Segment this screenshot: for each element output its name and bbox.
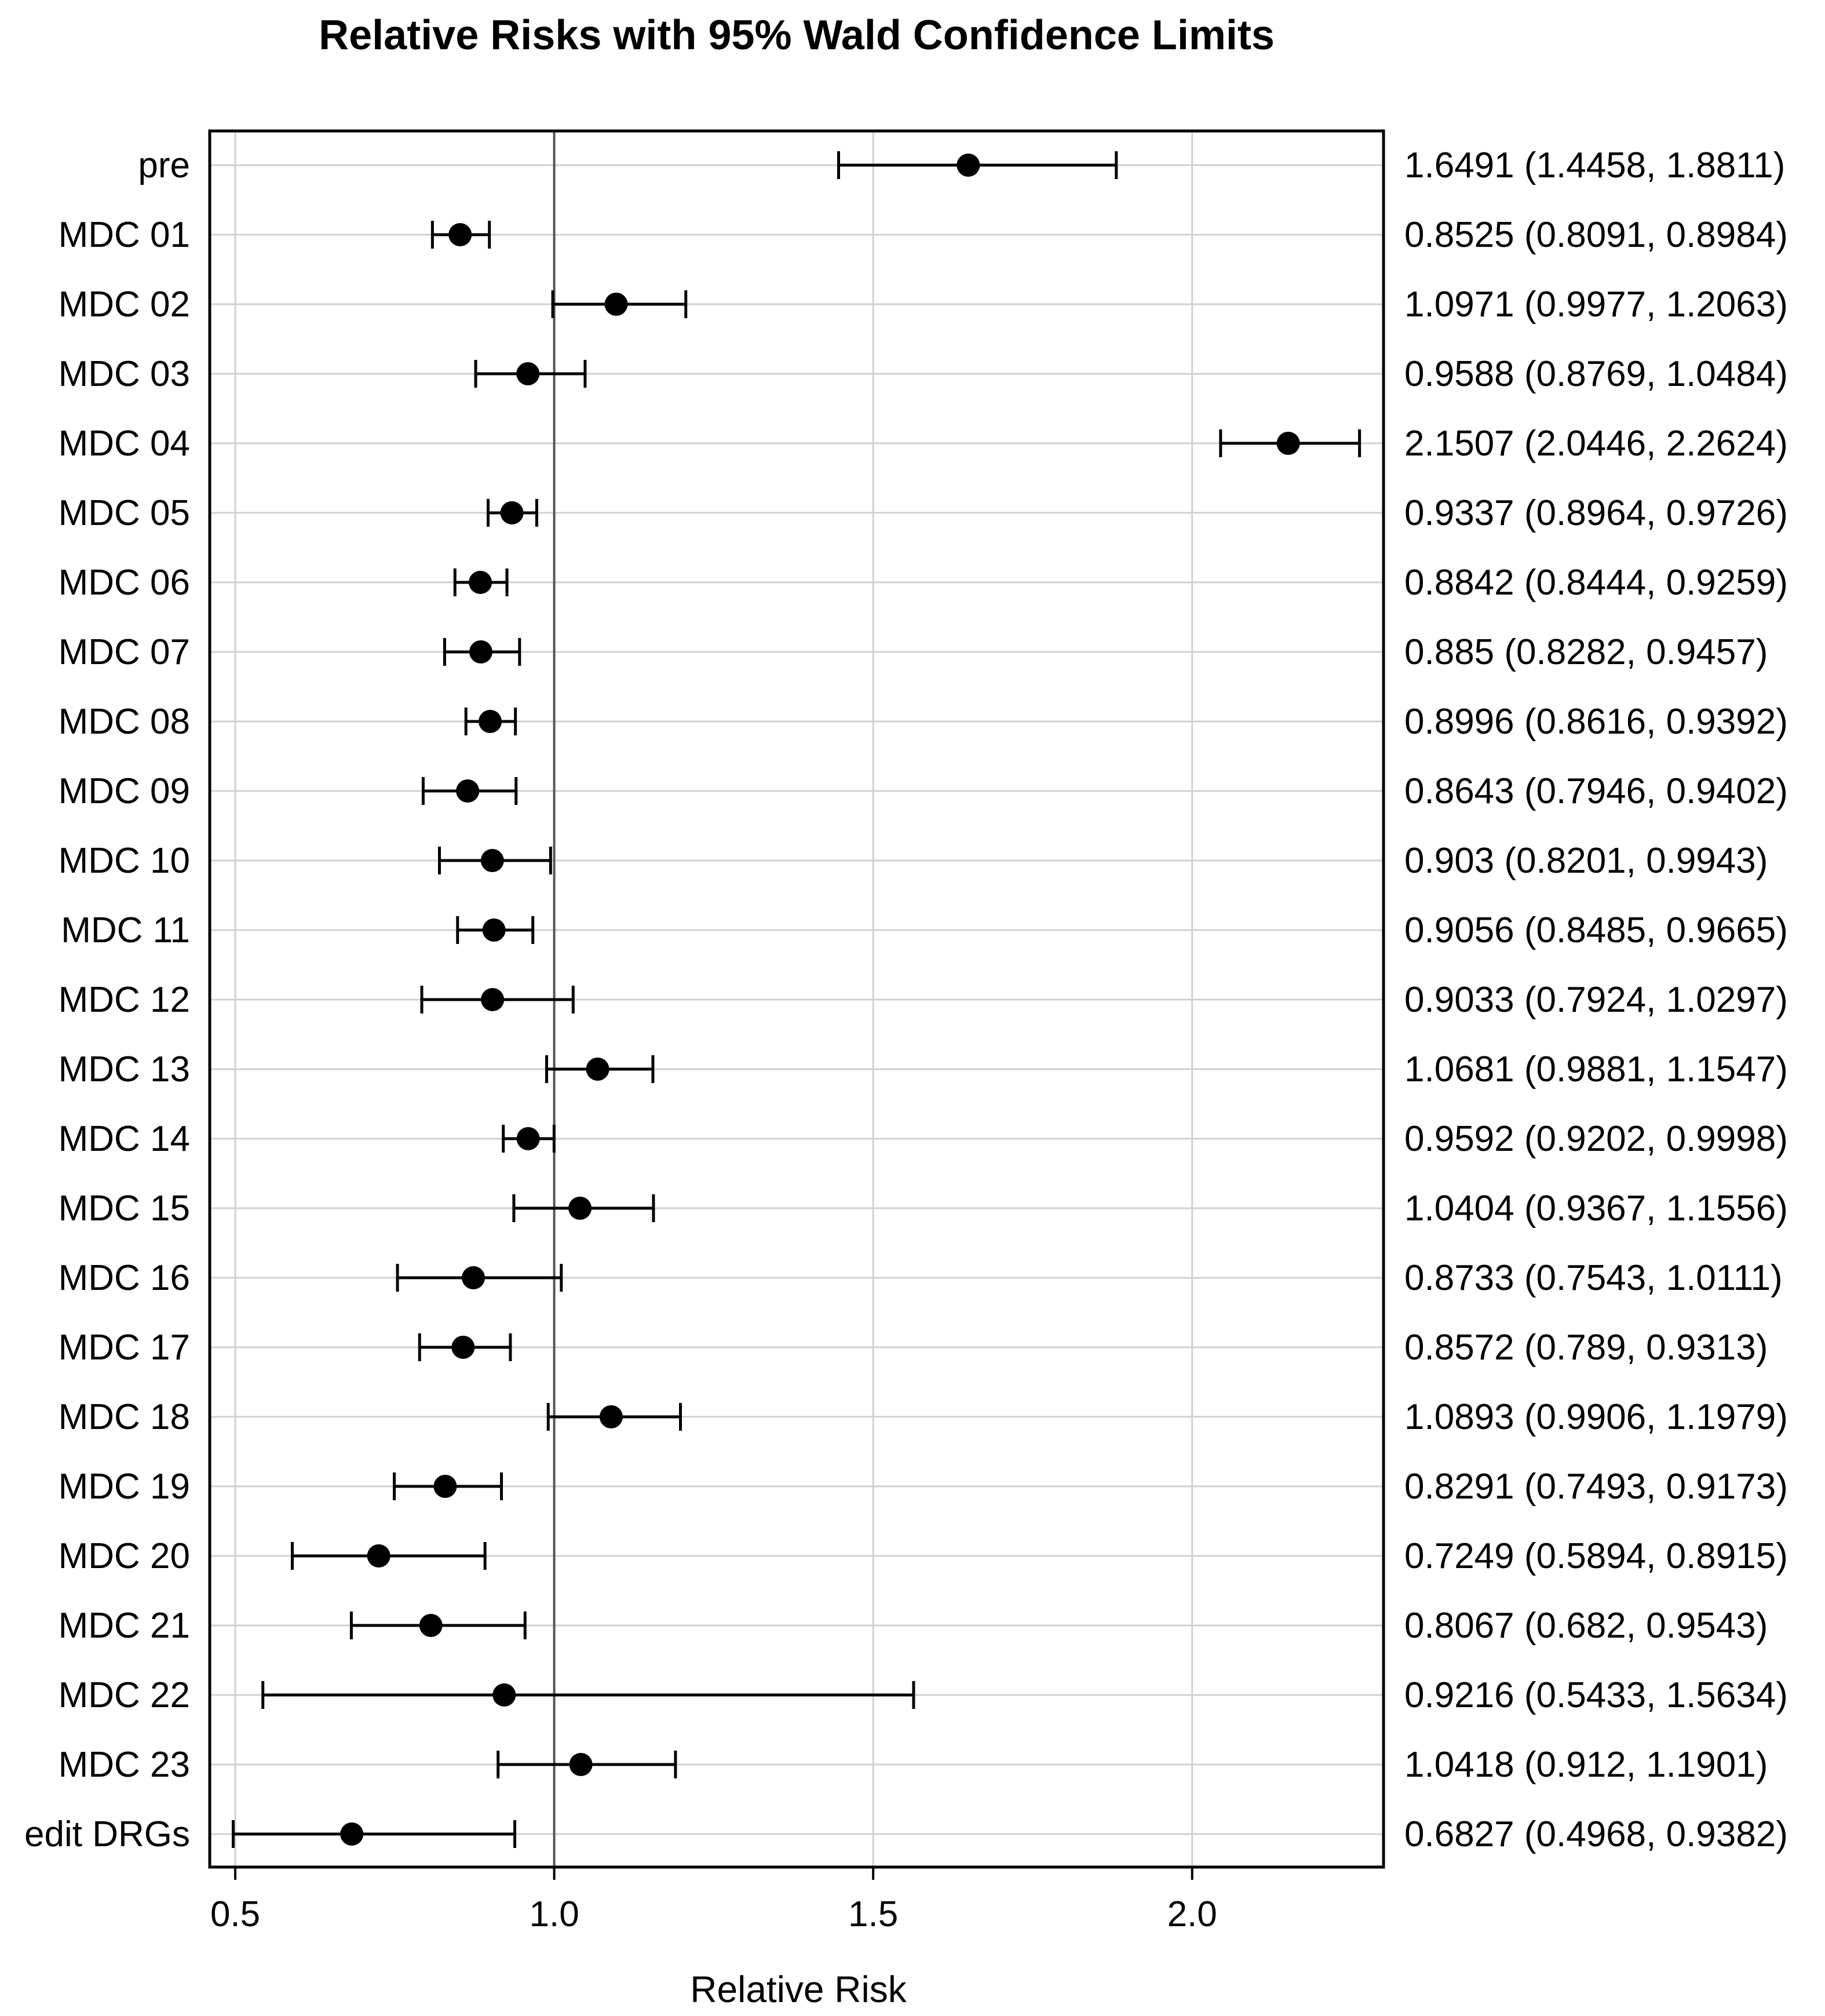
row-label: pre	[138, 145, 190, 185]
estimate-point	[456, 779, 480, 803]
x-tick-label: 0.5	[210, 1894, 260, 1934]
row-label: MDC 21	[59, 1606, 190, 1646]
row-value-text: 1.6491 (1.4458, 1.8811)	[1404, 145, 1785, 185]
row-label: MDC 22	[59, 1675, 190, 1715]
row-value-text: 0.8842 (0.8444, 0.9259)	[1404, 563, 1788, 603]
estimate-point	[462, 1266, 486, 1289]
row-label: MDC 05	[59, 493, 190, 533]
row-label: MDC 20	[59, 1536, 190, 1576]
row-label: MDC 06	[59, 563, 190, 603]
row-value-text: 0.903 (0.8201, 0.9943)	[1404, 841, 1768, 881]
estimate-point	[957, 154, 980, 177]
estimate-point	[568, 1197, 592, 1220]
estimate-point	[469, 571, 492, 594]
row-label: MDC 15	[59, 1189, 190, 1228]
x-axis: 0.5 1.0 1.5 2.0	[210, 1867, 1217, 1934]
row-value-text: 0.8525 (0.8091, 0.8984)	[1404, 215, 1788, 255]
row-label: MDC 23	[59, 1745, 190, 1785]
estimate-point	[1276, 432, 1300, 455]
row-label: MDC 07	[59, 632, 190, 672]
row-value-text: 0.8996 (0.8616, 0.9392)	[1404, 702, 1788, 742]
row-value-text: 0.8067 (0.682, 0.9543)	[1404, 1606, 1768, 1646]
estimate-point	[482, 918, 506, 942]
chart-marks: pre 1.6491 (1.4458, 1.8811) MDC 01 0.8525 (…	[24, 145, 1788, 1854]
estimate-point	[367, 1544, 390, 1567]
row-label: MDC 16	[59, 1258, 190, 1298]
row-label: MDC 17	[59, 1328, 190, 1368]
row-label: MDC 11	[61, 910, 190, 950]
row-label: edit DRGs	[24, 1814, 190, 1854]
estimate-point	[599, 1405, 623, 1428]
row-label: MDC 08	[59, 702, 190, 742]
row-value-text: 0.7249 (0.5894, 0.8915)	[1404, 1536, 1788, 1576]
row-label: MDC 19	[59, 1467, 190, 1507]
estimate-point	[516, 362, 540, 385]
row-value-text: 0.8572 (0.789, 0.9313)	[1404, 1328, 1768, 1368]
estimate-point	[569, 1753, 593, 1776]
row-value-text: 0.8643 (0.7946, 0.9402)	[1404, 771, 1788, 811]
row-label: MDC 12	[59, 980, 190, 1020]
row-value-text: 1.0893 (0.9906, 1.1979)	[1404, 1397, 1788, 1437]
row-value-text: 0.9337 (0.8964, 0.9726)	[1404, 493, 1788, 533]
estimate-point	[516, 1127, 540, 1150]
row-label: MDC 14	[59, 1119, 190, 1159]
x-tick-label: 1.5	[848, 1894, 898, 1934]
row-label: MDC 13	[59, 1049, 190, 1089]
row-value-text: 0.9056 (0.8485, 0.9665)	[1404, 910, 1788, 950]
row-value-text: 0.9033 (0.7924, 1.0297)	[1404, 980, 1788, 1020]
row-value-text: 0.8291 (0.7493, 0.9173)	[1404, 1467, 1788, 1507]
grid-lines	[210, 131, 1384, 1867]
row-label: MDC 10	[59, 841, 190, 881]
estimate-point	[480, 849, 504, 872]
x-axis-label: Relative Risk	[690, 1968, 907, 2010]
row-value-text: 1.0971 (0.9977, 1.2063)	[1404, 285, 1788, 325]
estimate-point	[492, 1683, 516, 1707]
row-value-text: 0.9588 (0.8769, 1.0484)	[1404, 354, 1788, 394]
row-value-text: 1.0681 (0.9881, 1.1547)	[1404, 1049, 1788, 1089]
row-label: MDC 02	[59, 285, 190, 325]
row-value-text: 1.0418 (0.912, 1.1901)	[1404, 1745, 1768, 1785]
estimate-point	[479, 710, 502, 733]
row-value-text: 0.885 (0.8282, 0.9457)	[1404, 632, 1768, 672]
x-tick-label: 2.0	[1167, 1894, 1217, 1934]
row-label: MDC 18	[59, 1397, 190, 1437]
row-value-text: 0.9592 (0.9202, 0.9998)	[1404, 1119, 1788, 1159]
row-value-text: 2.1507 (2.0446, 2.2624)	[1404, 424, 1788, 464]
estimate-point	[481, 988, 505, 1011]
estimate-point	[433, 1475, 457, 1498]
row-label: MDC 01	[59, 215, 190, 255]
row-label: MDC 04	[59, 424, 190, 464]
chart-title: Relative Risks with 95% Wald Confidence …	[319, 12, 1275, 59]
row-label: MDC 03	[59, 354, 190, 394]
row-value-text: 0.6827 (0.4968, 0.9382)	[1404, 1814, 1788, 1854]
estimate-point	[419, 1614, 443, 1637]
estimate-point	[586, 1058, 609, 1081]
estimate-point	[500, 501, 524, 524]
estimate-point	[448, 223, 472, 246]
estimate-point	[340, 1822, 364, 1846]
x-tick-label: 1.0	[529, 1894, 579, 1934]
row-label: MDC 09	[59, 771, 190, 811]
estimate-point	[469, 640, 492, 664]
plot-frame	[208, 129, 1385, 1869]
estimate-point	[451, 1336, 475, 1359]
row-value-text: 1.0404 (0.9367, 1.1556)	[1404, 1189, 1788, 1228]
estimate-point	[604, 293, 628, 316]
row-value-text: 0.8733 (0.7543, 1.0111)	[1404, 1258, 1783, 1298]
row-value-text: 0.9216 (0.5433, 1.5634)	[1404, 1675, 1788, 1715]
